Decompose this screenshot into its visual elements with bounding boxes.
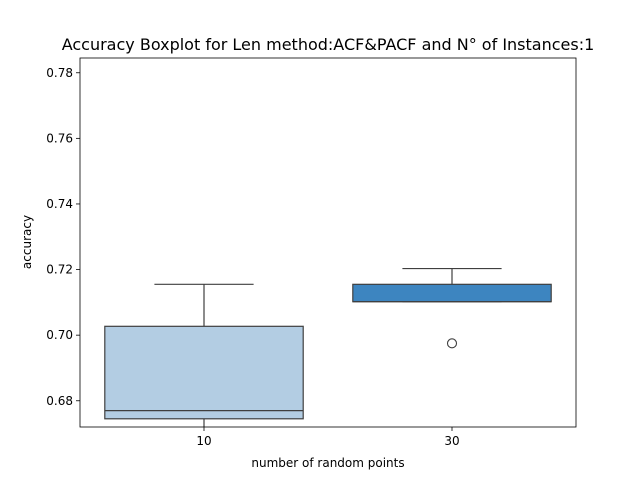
y-tick-label: 0.72 [46,263,73,277]
box-body [104,325,304,420]
x-axis-label: number of random points [251,456,404,470]
y-axis: 0.68 0.70 0.72 0.74 0.76 0.78 [46,66,80,408]
x-tick-label: 10 [196,434,211,448]
y-tick-label: 0.78 [46,66,73,80]
y-tick-label: 0.70 [46,328,73,342]
y-tick-label: 0.74 [46,197,73,211]
box-10 [104,283,304,427]
plot-area [104,267,552,427]
outlier-point [446,338,458,349]
x-axis: 10 30 [196,427,460,448]
y-tick-label: 0.76 [46,131,73,145]
chart-title: Accuracy Boxplot for Len method:ACF&PACF… [62,35,595,54]
y-axis-label: accuracy [20,215,34,269]
y-tick-label: 0.68 [46,394,73,408]
box-body [352,283,552,303]
axes-frame [79,57,577,428]
box-30 [352,267,552,349]
x-tick-label: 30 [444,434,459,448]
